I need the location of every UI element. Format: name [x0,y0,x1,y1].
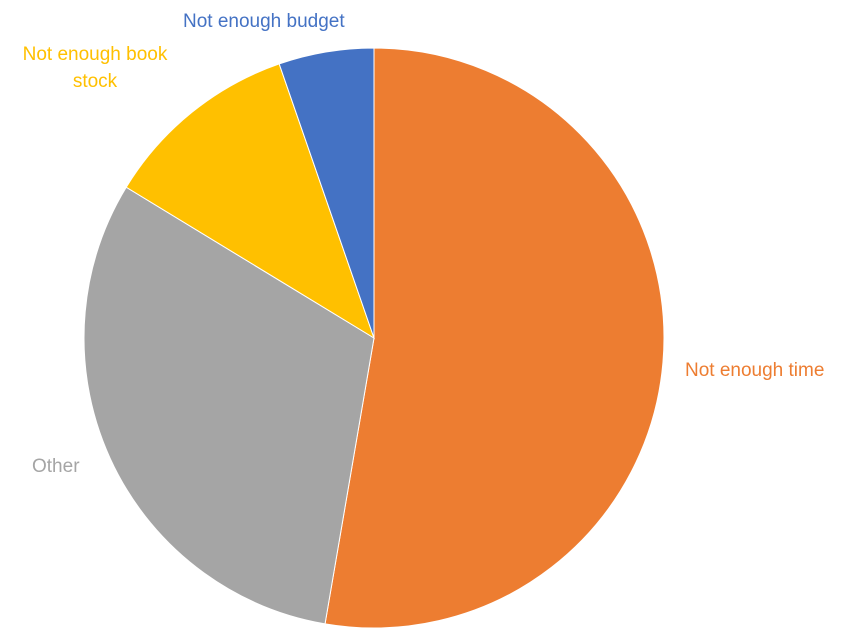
pie-slice-other [83,186,375,625]
slice-label-line: Not enough book [23,44,168,65]
pie-slices [83,47,665,628]
slice-labels: Not enough time Other Not enough book stock… [23,11,825,477]
slice-label-other: Other [32,456,80,477]
pie-slice-not-enough-budget [278,47,375,339]
slice-label-line: stock [73,71,118,92]
slice-label-not-enough-time: Not enough time [685,360,824,381]
pie-slice-not-enough-time [324,47,665,628]
slice-label-not-enough-budget: Not enough budget [183,11,345,32]
pie-slice-not-enough-book-stock [125,63,375,340]
slice-label-not-enough-book-stock: Not enough book stock [23,44,168,92]
